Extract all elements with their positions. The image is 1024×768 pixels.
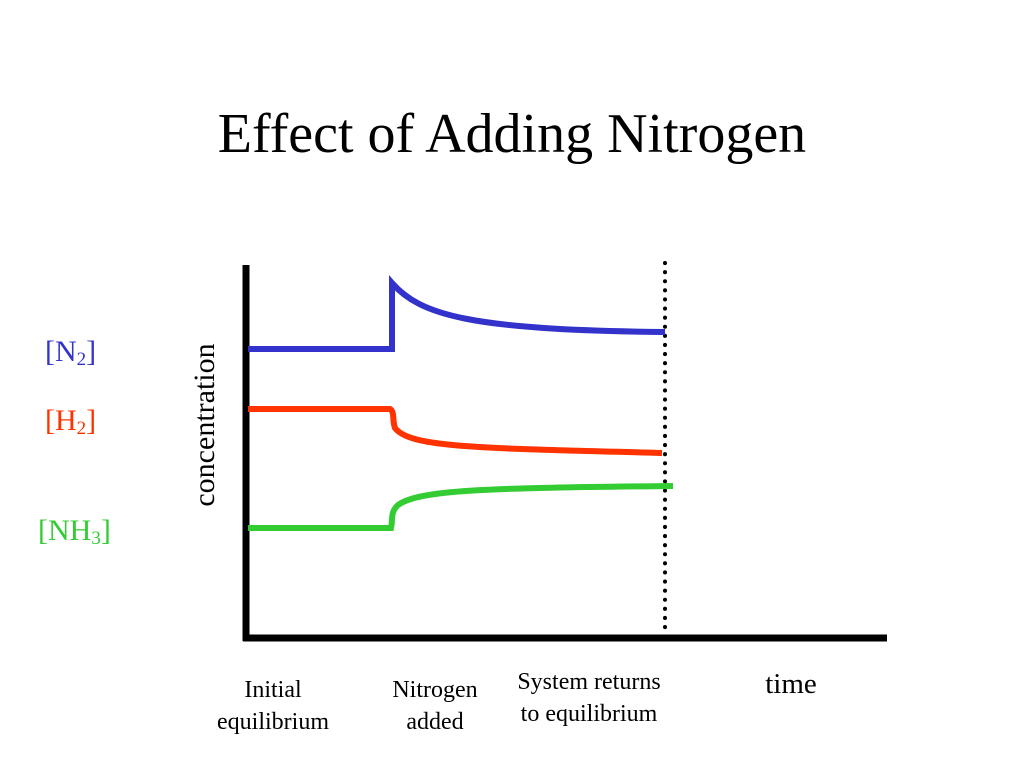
annotation-initial: Initial equilibrium [217, 674, 329, 738]
annotation-line: Initial [244, 677, 302, 703]
y-axis-label: concentration [188, 343, 221, 507]
annotation-returns: System returns to equilibrium [517, 666, 660, 730]
series-line-h2 [248, 406, 663, 456]
x-axis-label: time [765, 668, 817, 700]
annotation-added: Nitrogen added [392, 674, 477, 738]
annotation-line: added [406, 709, 464, 735]
slide-title: Effect of Adding Nitrogen [217, 103, 807, 165]
legend-subscript: 3 [91, 528, 101, 549]
legend-text: [N [45, 335, 77, 368]
legend-text: ] [86, 335, 97, 368]
legend-text: [H [45, 404, 77, 437]
series-line-n2 [248, 275, 666, 352]
annotation-line: System returns [517, 669, 661, 695]
annotation-line: to equilibrium [520, 701, 658, 727]
legend-text: ] [100, 514, 111, 547]
legend-n2: [N2] [45, 337, 96, 375]
legend-text: ] [86, 404, 97, 437]
series-line-nh3 [248, 483, 674, 531]
annotation-line: equilibrium [217, 709, 329, 735]
legend-subscript: 2 [76, 418, 87, 439]
legend-subscript: 2 [76, 349, 87, 370]
legend-h2: [H2] [45, 406, 96, 444]
annotation-line: Nitrogen [392, 677, 478, 703]
legend-nh3: [NH3] [38, 516, 111, 554]
legend-text: [NH [38, 514, 92, 547]
